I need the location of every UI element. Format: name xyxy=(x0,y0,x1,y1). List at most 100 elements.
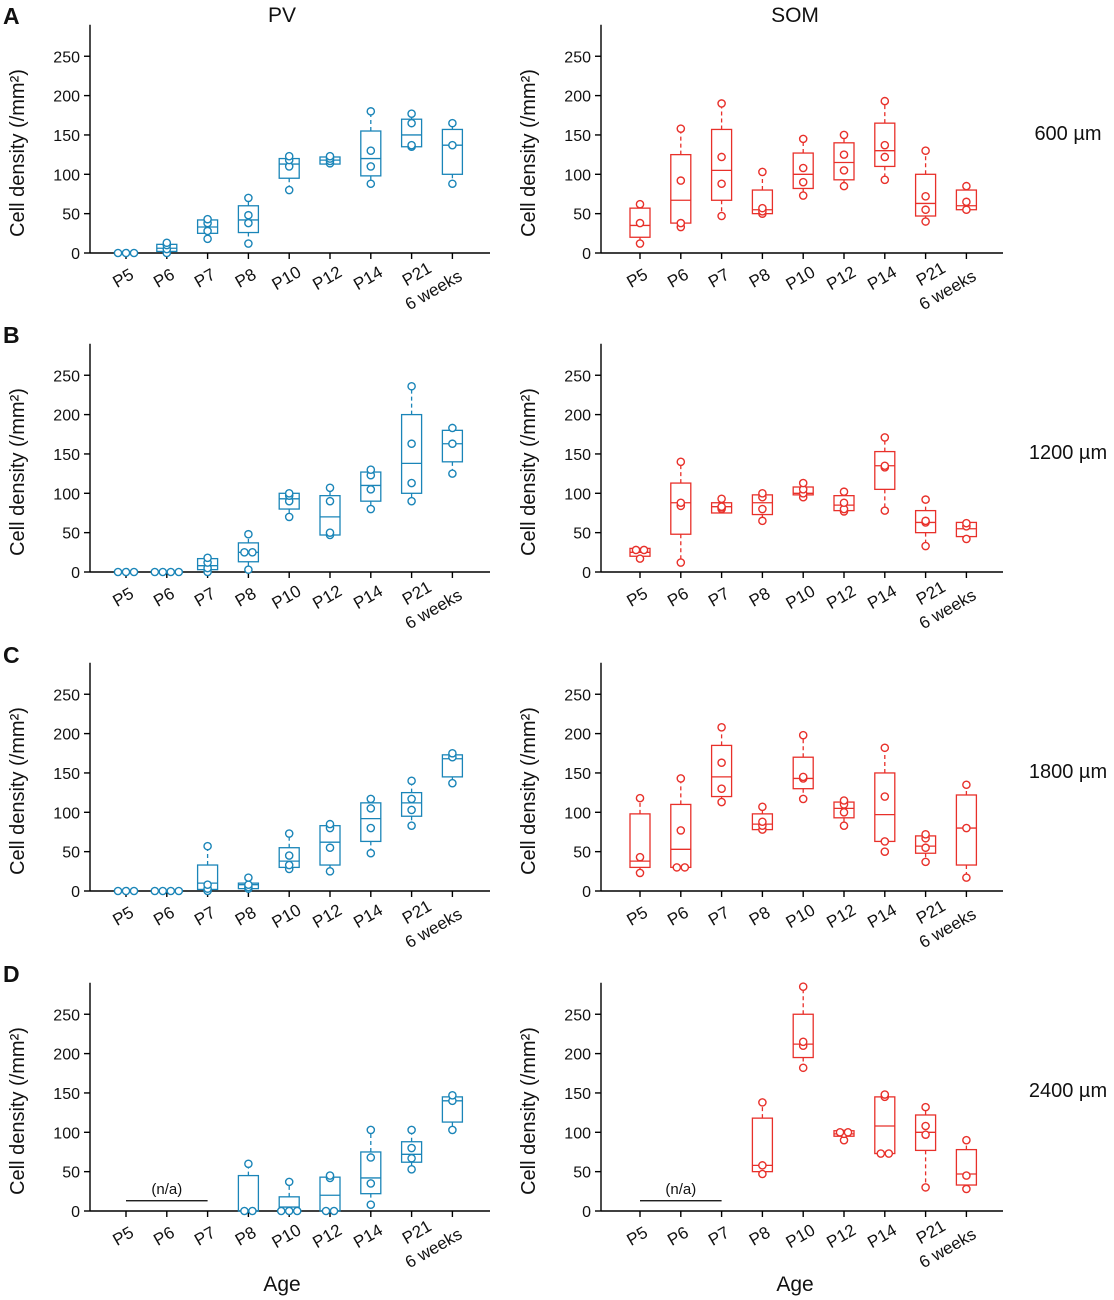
x-tick-label: P8 xyxy=(746,265,774,292)
box-rect xyxy=(670,803,692,869)
y-axis-title: Cell density (/mm²) xyxy=(7,1027,29,1195)
data-point xyxy=(839,796,849,805)
box-p7 xyxy=(196,214,219,244)
y-tick-label: 200 xyxy=(53,89,80,106)
data-point xyxy=(635,852,645,862)
box-p12 xyxy=(319,1171,341,1216)
data-point xyxy=(129,886,139,896)
box-p10 xyxy=(278,488,300,522)
data-point xyxy=(839,498,849,508)
data-point xyxy=(325,1171,335,1180)
data-point xyxy=(839,487,849,497)
data-point xyxy=(921,541,930,551)
data-point xyxy=(839,181,849,191)
x-tick-label: P8 xyxy=(232,1223,260,1250)
y-tick-label: 250 xyxy=(564,1007,591,1024)
data-point xyxy=(880,175,890,185)
x-tick-label: P5 xyxy=(109,265,137,292)
box-rect xyxy=(833,142,855,181)
data-point xyxy=(962,534,971,544)
data-point xyxy=(880,461,890,471)
data-point xyxy=(203,880,212,890)
y-tick-label: 250 xyxy=(564,49,591,66)
box-p5 xyxy=(113,886,139,896)
x-tick-label: P10 xyxy=(269,581,305,613)
data-point xyxy=(672,863,682,872)
data-point xyxy=(407,821,416,830)
x-tick-label: P12 xyxy=(309,900,345,932)
box-p7 xyxy=(710,99,733,221)
y-tick-label: 200 xyxy=(564,89,591,106)
y-tick-label: 250 xyxy=(53,1007,80,1024)
box-p14 xyxy=(360,107,382,189)
data-point xyxy=(366,804,376,813)
box-6-weeks xyxy=(441,423,464,478)
x-tick-label: P5 xyxy=(623,265,651,292)
y-tick-label: 0 xyxy=(71,884,80,901)
y-tick-label: 200 xyxy=(564,408,591,425)
data-point xyxy=(676,558,686,567)
data-point xyxy=(798,163,808,173)
y-tick-label: 0 xyxy=(582,246,591,263)
x-tick-label: P14 xyxy=(350,262,386,294)
som-column-title: SOM xyxy=(771,4,819,27)
data-point xyxy=(717,152,726,162)
data-point xyxy=(407,439,416,449)
data-point xyxy=(325,151,335,161)
data-point xyxy=(407,776,416,786)
x-tick-label: P14 xyxy=(864,900,900,932)
data-point xyxy=(676,498,686,508)
data-point xyxy=(244,193,253,203)
data-point xyxy=(129,248,139,258)
x-tick-label: P6 xyxy=(150,903,178,930)
box-p6 xyxy=(670,124,692,232)
data-point xyxy=(880,140,890,150)
x-tick-label: P12 xyxy=(309,1220,345,1252)
y-tick-label: 50 xyxy=(62,845,80,862)
y-tick-label: 0 xyxy=(71,1204,80,1221)
x-tick-label: P6 xyxy=(150,265,178,292)
data-point xyxy=(203,226,212,236)
y-tick-label: 50 xyxy=(62,207,80,224)
box-p8 xyxy=(751,488,774,526)
data-point xyxy=(407,1153,416,1163)
data-point xyxy=(758,488,767,498)
data-point xyxy=(407,1164,416,1174)
data-point xyxy=(635,218,645,228)
y-tick-label: 100 xyxy=(564,805,591,822)
data-point xyxy=(448,469,457,478)
data-point xyxy=(284,185,294,195)
data-point xyxy=(839,130,849,140)
box-p6 xyxy=(150,567,184,577)
box-p8 xyxy=(751,802,774,834)
data-point xyxy=(962,1184,971,1194)
data-point xyxy=(248,1206,257,1216)
box-rect xyxy=(914,509,937,534)
x-tick-label: P7 xyxy=(705,903,733,930)
box-rect xyxy=(874,122,896,168)
box-p8 xyxy=(237,873,260,893)
y-tick-label: 150 xyxy=(53,766,80,783)
data-point xyxy=(962,1171,971,1180)
x-tick-label: P10 xyxy=(269,262,305,294)
box-rect xyxy=(400,791,423,817)
data-point xyxy=(448,778,457,788)
x-axis-title-pv: Age xyxy=(263,1273,300,1296)
data-point xyxy=(158,886,168,896)
data-point xyxy=(839,821,849,830)
box-rect xyxy=(360,1151,382,1195)
x-tick-label: P7 xyxy=(191,584,219,611)
data-point xyxy=(244,1159,253,1169)
data-point xyxy=(166,567,176,577)
data-point xyxy=(758,1161,767,1170)
data-point xyxy=(635,554,645,563)
box-p21 xyxy=(914,495,937,551)
data-point xyxy=(407,794,416,804)
data-point xyxy=(717,179,726,189)
data-point xyxy=(921,217,930,226)
x-tick-label: P8 xyxy=(232,584,260,611)
data-point xyxy=(758,1169,767,1179)
data-point xyxy=(325,483,335,493)
data-point xyxy=(676,457,686,467)
